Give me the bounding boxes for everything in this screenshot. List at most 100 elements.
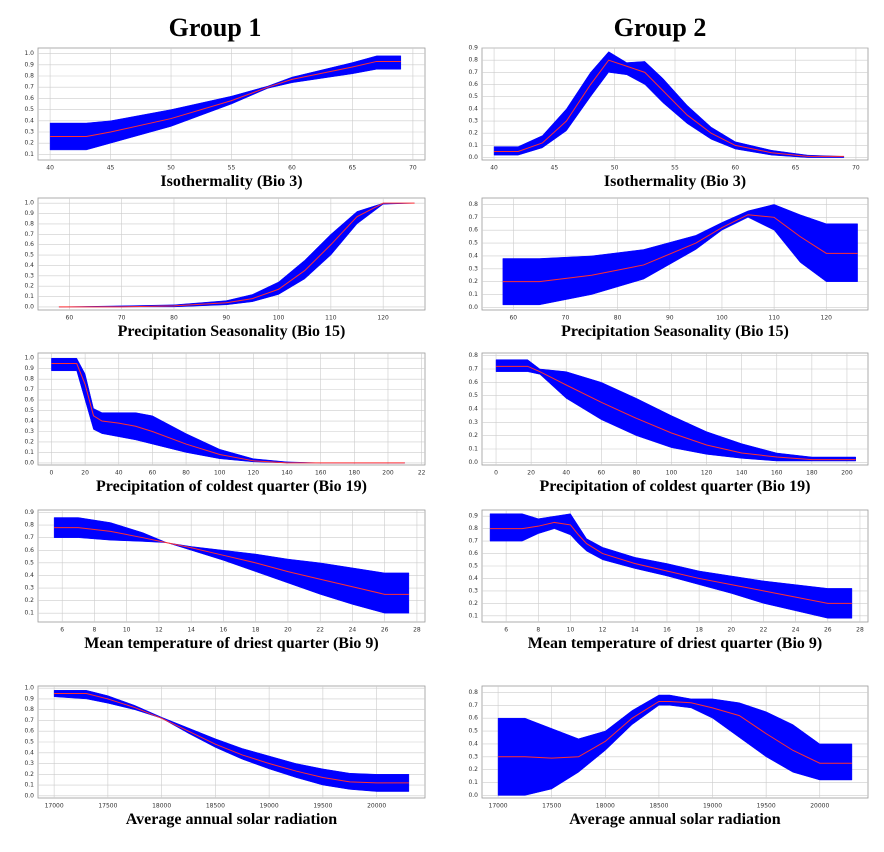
y-tick-label: 0.3 bbox=[468, 118, 478, 125]
x-tick-label: 19000 bbox=[703, 803, 722, 810]
x-tick-label: 18000 bbox=[152, 803, 171, 810]
x-tick-label: 60 bbox=[149, 470, 157, 477]
y-tick-label: 0.9 bbox=[24, 210, 34, 217]
x-tick-label: 20 bbox=[727, 627, 735, 634]
x-tick-label: 20 bbox=[527, 470, 535, 477]
x-tick-label: 18 bbox=[695, 627, 703, 634]
x-tick-label: 80 bbox=[182, 470, 190, 477]
y-tick-label: 0.5 bbox=[468, 240, 478, 247]
x-tick-label: 50 bbox=[611, 165, 619, 172]
x-tick-label: 26 bbox=[824, 627, 832, 634]
x-tick-label: 0 bbox=[50, 470, 54, 477]
y-tick-label: 0.1 bbox=[24, 151, 34, 158]
x-tick-label: 14 bbox=[631, 627, 639, 634]
x-tick-label: 18500 bbox=[206, 803, 225, 810]
x-tick-label: 65 bbox=[349, 165, 357, 172]
y-tick-label: 0.2 bbox=[24, 597, 34, 604]
y-tick-label: 0.4 bbox=[468, 252, 478, 259]
y-tick-label: 0.8 bbox=[468, 689, 478, 696]
y-tick-label: 0.7 bbox=[24, 231, 34, 238]
plot-frame bbox=[37, 352, 426, 466]
x-tick-label: 45 bbox=[551, 165, 559, 172]
x-tick-label: 19500 bbox=[313, 803, 332, 810]
x-tick-label: 20 bbox=[81, 470, 89, 477]
mean-line bbox=[494, 59, 844, 157]
x-tick-label: 100 bbox=[214, 470, 226, 477]
y-tick-label: 0.5 bbox=[24, 407, 34, 414]
x-tick-label: 20 bbox=[284, 627, 292, 634]
y-tick-label: 0.7 bbox=[24, 534, 34, 541]
x-tick-label: 12 bbox=[599, 627, 607, 634]
y-tick-label: 0.8 bbox=[24, 73, 34, 80]
y-tick-label: 0.3 bbox=[24, 760, 34, 767]
x-tick-label: 19500 bbox=[757, 803, 776, 810]
x-tick-label: 90 bbox=[666, 315, 674, 322]
y-tick-label: 0.2 bbox=[468, 278, 478, 285]
x-tick-label: 14 bbox=[187, 627, 195, 634]
x-tick-label: 110 bbox=[768, 315, 780, 322]
x-axis-label: Precipitation of coldest quarter (Bio 19… bbox=[540, 478, 811, 495]
x-tick-label: 18 bbox=[252, 627, 260, 634]
x-tick-label: 80 bbox=[633, 470, 641, 477]
x-tick-label: 17500 bbox=[98, 803, 117, 810]
x-tick-label: 60 bbox=[509, 315, 517, 322]
y-tick-label: 0.1 bbox=[468, 446, 478, 453]
y-tick-label: 0.6 bbox=[468, 550, 478, 557]
y-tick-label: 0.8 bbox=[468, 201, 478, 208]
y-tick-label: 0.2 bbox=[468, 600, 478, 607]
x-tick-label: 60 bbox=[288, 165, 296, 172]
y-tick-label: 0.3 bbox=[24, 272, 34, 279]
y-tick-label: 0.4 bbox=[468, 740, 478, 747]
x-tick-label: 10 bbox=[567, 627, 575, 634]
x-tick-label: 160 bbox=[315, 470, 327, 477]
x-tick-label: 18000 bbox=[596, 803, 615, 810]
y-tick-label: 0.9 bbox=[468, 45, 478, 52]
y-tick-label: 0.5 bbox=[24, 106, 34, 113]
x-axis-label: Isothermality (Bio 3) bbox=[160, 173, 302, 190]
y-tick-label: 0.5 bbox=[468, 563, 478, 570]
y-tick-label: 0.0 bbox=[24, 303, 34, 310]
y-tick-label: 0.0 bbox=[24, 792, 34, 799]
y-tick-label: 0.4 bbox=[24, 572, 34, 579]
x-tick-label: 22 bbox=[316, 627, 324, 634]
x-tick-label: 17000 bbox=[489, 803, 508, 810]
y-tick-label: 0.8 bbox=[24, 522, 34, 529]
y-tick-label: 0.2 bbox=[24, 283, 34, 290]
y-tick-label: 0.3 bbox=[24, 129, 34, 136]
x-tick-label: 55 bbox=[228, 165, 236, 172]
x-axis-label: Precipitation Seasonality (Bio 15) bbox=[561, 323, 789, 340]
x-axis-label: Precipitation of coldest quarter (Bio 19… bbox=[96, 478, 367, 495]
y-tick-label: 0.3 bbox=[468, 753, 478, 760]
y-tick-label: 0.6 bbox=[468, 81, 478, 88]
x-tick-label: 20000 bbox=[367, 803, 386, 810]
x-tick-label: 0 bbox=[494, 470, 498, 477]
y-tick-label: 0.6 bbox=[468, 227, 478, 234]
x-axis-label: Mean temperature of driest quarter (Bio … bbox=[84, 635, 378, 652]
mean-line bbox=[490, 521, 852, 604]
x-tick-label: 24 bbox=[792, 627, 800, 634]
x-tick-label: 65 bbox=[792, 165, 800, 172]
x-tick-label: 28 bbox=[856, 627, 864, 634]
y-tick-label: 0.7 bbox=[468, 214, 478, 221]
x-axis-label: Average annual solar radiation bbox=[569, 811, 781, 828]
x-tick-label: 16 bbox=[220, 627, 228, 634]
mean-line bbox=[51, 362, 405, 464]
x-tick-label: 40 bbox=[46, 165, 54, 172]
confidence-band bbox=[489, 513, 853, 619]
y-tick-label: 0.1 bbox=[468, 291, 478, 298]
y-tick-label: 0.5 bbox=[24, 252, 34, 259]
y-tick-label: 0.7 bbox=[24, 717, 34, 724]
x-tick-label: 100 bbox=[273, 315, 285, 322]
y-tick-label: 0.6 bbox=[24, 728, 34, 735]
mean-line bbox=[50, 60, 401, 137]
x-tick-label: 8 bbox=[93, 627, 97, 634]
x-tick-label: 12 bbox=[155, 627, 163, 634]
x-tick-label: 55 bbox=[671, 165, 679, 172]
x-axis-label: Average annual solar radiation bbox=[126, 811, 338, 828]
x-tick-label: 16 bbox=[663, 627, 671, 634]
y-tick-label: 0.1 bbox=[468, 779, 478, 786]
x-tick-label: 70 bbox=[852, 165, 860, 172]
x-tick-label: 160 bbox=[771, 470, 783, 477]
x-tick-label: 40 bbox=[562, 470, 570, 477]
x-tick-label: 70 bbox=[562, 315, 570, 322]
